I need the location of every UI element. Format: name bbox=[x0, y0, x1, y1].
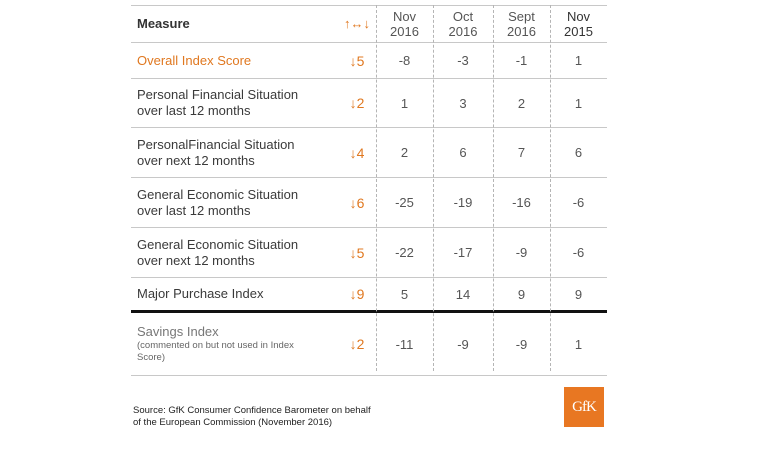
value-cell: 1 bbox=[574, 53, 583, 68]
table-row: General Economic Situation over next 12 m… bbox=[131, 228, 607, 278]
value-cell: 14 bbox=[455, 286, 471, 302]
value-cell: 1 bbox=[574, 336, 583, 352]
col-header-nov-2016: Nov 2016 bbox=[390, 8, 419, 39]
table-row: Major Purchase Index ↓9 5 14 9 9 bbox=[131, 278, 607, 313]
value-cell: -6 bbox=[572, 245, 585, 260]
row-label: Major Purchase Index bbox=[137, 286, 264, 301]
table-row: PersonalFinancial Situation over next 12 … bbox=[131, 128, 607, 178]
value-cell: 6 bbox=[459, 145, 467, 160]
value-cell: 3 bbox=[459, 95, 467, 111]
value-cell: 6 bbox=[574, 145, 583, 160]
confidence-table: Measure ↑↔↓ Nov 2016 Oct 2016 Sept 2016 Nov… bbox=[131, 5, 607, 376]
value-cell: 2 bbox=[400, 145, 409, 160]
value-cell: -19 bbox=[453, 195, 473, 210]
column-divider bbox=[550, 5, 551, 371]
measure-header: Measure bbox=[137, 15, 190, 31]
trend-arrow: ↓4 bbox=[349, 144, 365, 161]
value-cell: -9 bbox=[515, 245, 528, 260]
trend-arrow: ↓9 bbox=[349, 286, 365, 302]
trend-arrow: ↓5 bbox=[349, 52, 365, 69]
table-header-row: Measure ↑↔↓ Nov 2016 Oct 2016 Sept 2016 Nov… bbox=[131, 5, 607, 43]
value-cell: 1 bbox=[574, 95, 583, 111]
trend-arrow: ↓2 bbox=[349, 336, 365, 352]
row-label: General Economic Situation over last 12 m… bbox=[137, 186, 299, 218]
value-cell: 1 bbox=[400, 95, 409, 111]
value-cell: -9 bbox=[457, 336, 469, 352]
value-cell: -22 bbox=[395, 245, 414, 260]
value-cell: 9 bbox=[574, 286, 583, 302]
col-header-oct-2016: Oct 2016 bbox=[448, 8, 478, 39]
table-row: Savings Index (commented on but not used… bbox=[131, 313, 607, 376]
gfk-logo: GfK bbox=[564, 387, 604, 427]
value-cell: -8 bbox=[398, 53, 411, 68]
trend-arrow: ↓5 bbox=[349, 244, 365, 261]
column-divider bbox=[433, 5, 434, 371]
value-cell: 9 bbox=[517, 286, 526, 302]
column-divider bbox=[493, 5, 494, 371]
value-cell: 5 bbox=[400, 286, 409, 302]
trend-arrow: ↓2 bbox=[349, 95, 365, 111]
value-cell: -17 bbox=[453, 245, 473, 260]
value-cell: -16 bbox=[512, 195, 531, 210]
trend-arrow: ↓6 bbox=[349, 194, 365, 211]
value-cell: -9 bbox=[515, 336, 528, 352]
source-footnote: Source: GfK Consumer Confidence Baromete… bbox=[133, 405, 371, 428]
value-cell: -25 bbox=[395, 195, 414, 210]
row-label: General Economic Situation over next 12 m… bbox=[137, 236, 299, 268]
col-header-sept-2016: Sept 2016 bbox=[507, 8, 536, 39]
value-cell: -6 bbox=[572, 195, 585, 210]
col-header-nov-2015: Nov 2015 bbox=[564, 8, 593, 39]
table-row: Overall Index Score ↓5 -8 -3 -1 1 bbox=[131, 43, 607, 79]
value-cell: -3 bbox=[457, 53, 469, 68]
row-label: Overall Index Score bbox=[137, 52, 252, 68]
arrow-legend: ↑↔↓ bbox=[344, 16, 370, 31]
value-cell: 2 bbox=[517, 95, 526, 111]
value-cell: 7 bbox=[517, 145, 526, 160]
column-divider bbox=[376, 5, 377, 371]
row-label: PersonalFinancial Situation over next 12 … bbox=[137, 136, 295, 168]
table-row: General Economic Situation over last 12 m… bbox=[131, 178, 607, 228]
table-row: Personal Financial Situation over last 12… bbox=[131, 79, 607, 128]
table-top-border bbox=[131, 5, 607, 6]
value-cell: -11 bbox=[395, 336, 414, 352]
row-label: Personal Financial Situation over last 12… bbox=[137, 87, 299, 118]
row-label: Savings Index (commented on but not used… bbox=[137, 324, 294, 363]
value-cell: -1 bbox=[515, 53, 528, 68]
